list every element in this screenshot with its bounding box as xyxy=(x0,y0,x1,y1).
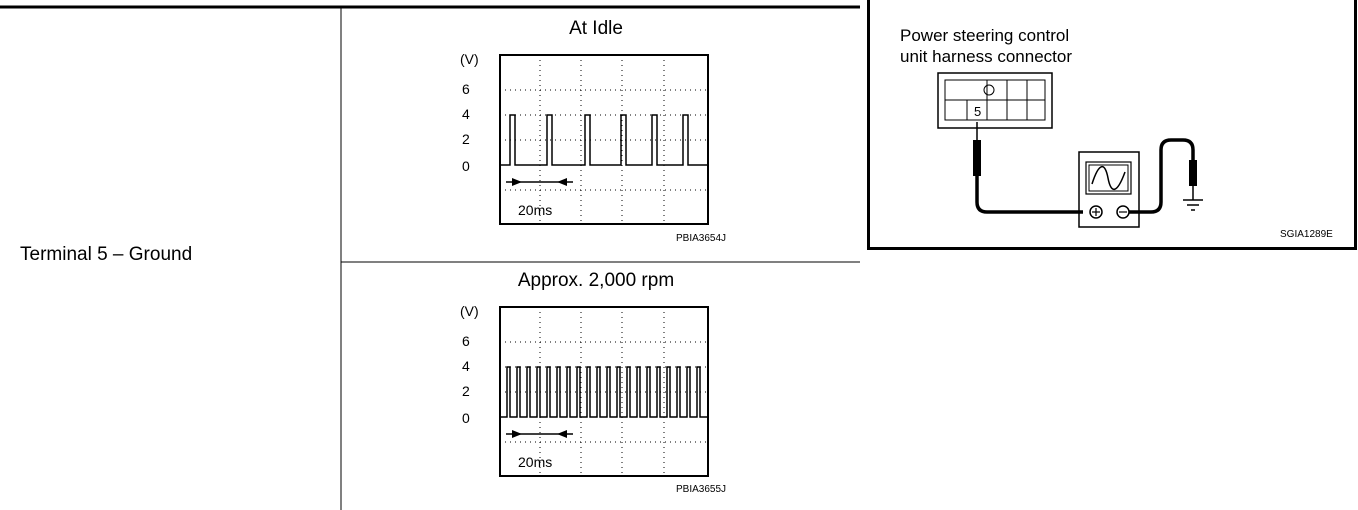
y-tick-label: 0 xyxy=(462,410,470,426)
y-tick-label: 2 xyxy=(462,131,470,147)
period-marker xyxy=(506,178,573,186)
scope-grid xyxy=(500,55,708,224)
y-tick-label: 6 xyxy=(462,333,470,349)
figure-code: PBIA3654J xyxy=(676,233,727,244)
figure-code: SGIA1289E xyxy=(1280,229,1333,240)
ground-lead xyxy=(1129,138,1195,214)
waveform-2000rpm-caption: Approx. 2,000 rpm xyxy=(517,270,675,291)
scope-frame xyxy=(499,54,709,225)
probe xyxy=(973,140,981,176)
sine-icon xyxy=(1091,166,1126,190)
probe-lead xyxy=(975,176,1083,214)
y-tick-label: 2 xyxy=(462,383,470,399)
scope-grid xyxy=(500,307,708,476)
waveform-idle-caption: At Idle xyxy=(569,18,623,39)
period-label: 20ms xyxy=(518,454,552,470)
ground-symbol-icon xyxy=(1183,199,1203,211)
harness-connector xyxy=(937,72,1053,129)
figure-code: PBIA3655J xyxy=(676,484,727,495)
waveform-trace xyxy=(501,366,708,418)
period-marker xyxy=(506,430,573,438)
waveform-idle-chart: (V) 6 4 2 0 20ms xyxy=(460,51,709,225)
connector-title-line2: unit harness connector xyxy=(900,47,1072,66)
y-unit-label: (V) xyxy=(460,51,479,67)
y-tick-label: 6 xyxy=(462,81,470,97)
waveform-trace xyxy=(501,114,708,166)
connector-title-line1: Power steering control xyxy=(900,26,1070,45)
connector-diagram: 5 xyxy=(937,72,1203,228)
connector-diagram-title: Power steering control unit harness conn… xyxy=(900,25,1072,67)
y-tick-label: 4 xyxy=(462,358,470,374)
period-label: 20ms xyxy=(518,202,552,218)
waveform-2000rpm-chart: (V) 6 4 2 0 20ms xyxy=(460,303,709,477)
plus-terminal-icon xyxy=(1089,205,1103,219)
y-unit-label: (V) xyxy=(460,303,479,319)
lock-circle xyxy=(983,84,995,96)
y-tick-label: 4 xyxy=(462,106,470,122)
terminal-label: Terminal 5 – Ground xyxy=(20,244,193,265)
y-tick-label: 0 xyxy=(462,158,470,174)
table-lines xyxy=(0,5,860,510)
oscilloscope xyxy=(1078,151,1140,228)
pin-label: 5 xyxy=(974,104,981,119)
connector-diagram-frame xyxy=(867,0,1357,250)
ground-probe xyxy=(1189,160,1197,186)
